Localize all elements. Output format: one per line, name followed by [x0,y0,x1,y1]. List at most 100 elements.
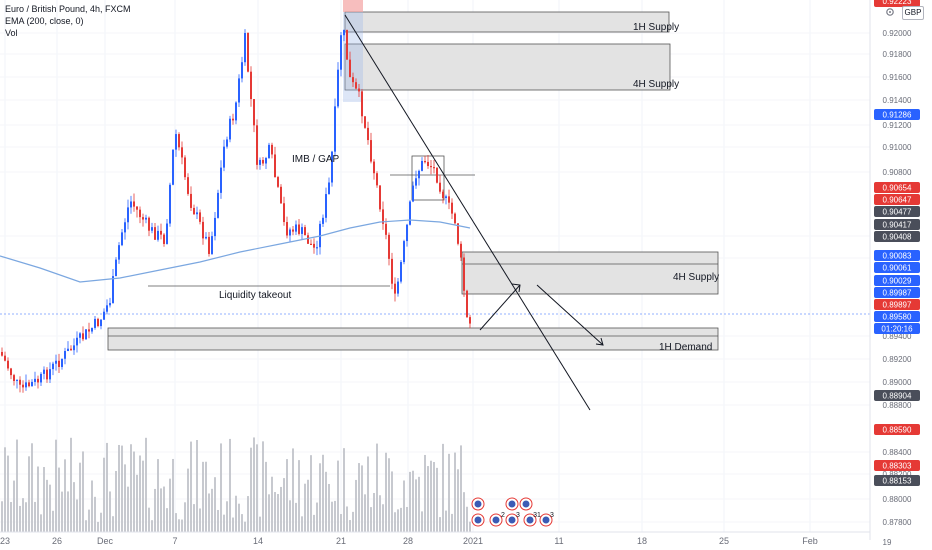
volume-bar [295,502,297,532]
candle-body [82,333,84,340]
candle-body [235,102,237,121]
volume-bar [181,519,183,532]
volume-bar [373,493,375,532]
price-tick-label: 0.91800 [883,50,912,59]
volume-bar [415,479,417,532]
volume-bar [187,468,189,532]
volume-bar [232,517,234,532]
candle-body [430,165,432,168]
volume-bar [199,508,201,532]
volume-bar [79,462,81,532]
volume-bar [13,480,15,532]
gear-icon[interactable] [885,7,895,17]
candle-body [205,236,207,239]
volume-bar [19,505,21,532]
volume-bar [274,492,276,532]
volume-bar [265,461,267,532]
candle-body [373,161,375,174]
time-axis[interactable]: 23 26 Dec 7 14 21 28 2021 11 18 25 Feb 19 [0,531,892,547]
price-tick-label: 0.91200 [883,121,912,130]
flag-icon [474,516,482,524]
volume-bar [313,514,315,532]
candle-body [58,360,60,367]
volume-bar [40,514,42,532]
volume-bar [304,483,306,532]
volume-bar [193,504,195,532]
volume-bar [289,500,291,532]
candle-body [61,358,63,367]
candle-body [358,88,360,92]
price-label: 0.90083 [883,252,912,261]
volume-bar [349,520,351,532]
candle-body [325,194,327,218]
volume-bar [253,437,255,532]
volume-bar [247,496,249,532]
volume-bar [28,456,30,532]
volume-bar [259,516,261,532]
candle-body [142,217,144,220]
volume-bar [109,491,111,532]
candle-body [13,375,15,382]
volume-bar [256,444,258,532]
volume-bar [169,478,171,532]
candle-body [259,159,261,165]
price-tick-label: 0.88000 [883,495,912,504]
zone-1h-supply-top [344,11,670,33]
volume-bar [115,470,117,532]
candle-body [424,160,426,163]
volume-bar [22,498,24,532]
volume-bar [298,460,300,532]
candle-body [190,193,192,208]
volume-bar [52,510,54,532]
volume-bar [157,459,159,532]
candle-body [181,147,183,158]
volume-bar [121,445,123,532]
candle-body [412,185,414,202]
volume-bar [130,444,132,532]
volume-bar [421,511,423,532]
chart-legend: Euro / British Pound, 4h, FXCM EMA (200,… [5,3,131,39]
arrow-down-head [595,337,604,346]
candle-body [28,382,30,387]
volume-bar [205,461,207,532]
event-icons[interactable]: 2 3 31 3 [471,497,554,527]
price-tick-label: 0.89400 [883,332,912,341]
candle-body [457,223,459,244]
price-label: 0.90647 [883,196,912,205]
candles [1,29,471,393]
zone-1h-demand [107,327,719,351]
volume-bar [463,492,465,532]
volume-bars [1,437,471,532]
candle-body [16,379,18,382]
candle-body [4,355,6,361]
volume-bar [241,514,243,532]
price-label: 0.90408 [883,233,912,242]
candle-body [238,78,240,103]
volume-bar [10,502,12,532]
price-label: 0.90061 [883,264,912,273]
candle-body [85,329,87,340]
candle-body [265,158,267,164]
volume-bar [34,501,36,532]
currency-badge[interactable]: GBP [902,6,924,20]
candle-body [7,360,9,369]
candle-body [172,149,174,185]
candle-body [178,134,180,148]
candle-body [214,217,216,237]
volume-bar [448,453,450,532]
volume-bar [172,458,174,532]
candle-body [382,209,384,224]
candle-body [151,227,153,231]
volume-bar [139,455,141,532]
legend-vol: Vol [5,28,18,38]
volume-bar [376,443,378,532]
candle-body [286,222,288,236]
volume-bar [127,486,129,532]
candle-body [43,369,45,374]
candle-body [223,146,225,168]
flag-icon [492,516,500,524]
volume-bar [85,520,87,532]
volume-bar [163,486,165,532]
volume-bar [277,494,279,532]
